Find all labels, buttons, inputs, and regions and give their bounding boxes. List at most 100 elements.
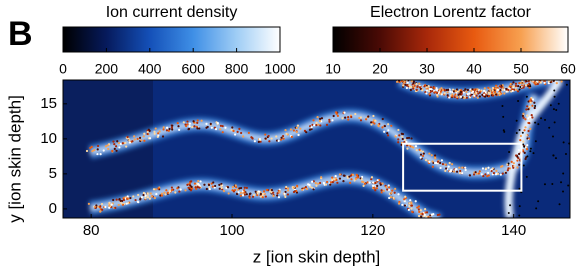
particle — [530, 113, 533, 117]
particle — [108, 206, 111, 209]
particle — [522, 164, 525, 167]
particle — [331, 181, 334, 184]
particle — [436, 94, 439, 97]
particle — [448, 170, 452, 173]
particle — [527, 85, 530, 88]
particle — [545, 77, 547, 79]
particle — [380, 189, 383, 192]
particle — [284, 129, 287, 132]
particle — [140, 196, 144, 199]
particle — [409, 199, 412, 202]
particle — [198, 127, 201, 130]
colorbar — [332, 26, 569, 53]
particle — [430, 154, 433, 157]
particle — [179, 188, 182, 191]
x-tick-label: 140 — [501, 222, 526, 239]
particle — [353, 179, 356, 182]
particle — [400, 80, 404, 83]
particle — [553, 89, 556, 92]
particle — [526, 155, 529, 158]
particle — [118, 197, 121, 201]
particle — [410, 207, 413, 210]
particle — [160, 192, 164, 195]
particle — [391, 189, 394, 192]
particle — [157, 134, 160, 137]
particle — [196, 119, 199, 122]
particle — [190, 185, 193, 189]
particle — [214, 184, 217, 188]
particle — [515, 88, 518, 92]
particle — [547, 80, 550, 83]
particle — [420, 215, 423, 218]
particle — [477, 92, 480, 95]
particle — [191, 126, 194, 129]
particle — [526, 105, 529, 108]
particle — [119, 199, 122, 203]
particle — [387, 188, 391, 192]
particle — [456, 95, 459, 99]
particle — [387, 123, 390, 126]
particle — [414, 145, 418, 148]
particle — [310, 186, 314, 189]
particle — [562, 172, 565, 175]
particle — [487, 86, 490, 89]
particle — [188, 122, 191, 125]
particle — [451, 95, 454, 98]
particle — [401, 137, 404, 141]
particle — [231, 185, 235, 189]
particle — [315, 184, 318, 187]
particle — [470, 91, 474, 94]
particle — [519, 86, 522, 89]
particle — [401, 132, 405, 136]
particle — [417, 214, 421, 218]
particle — [237, 191, 240, 194]
particle — [541, 77, 543, 79]
particle — [419, 156, 422, 159]
particle — [484, 91, 487, 94]
particle — [560, 80, 563, 83]
particle — [196, 185, 199, 188]
particle — [165, 189, 168, 192]
particle — [547, 81, 550, 85]
particle — [143, 139, 146, 142]
particle — [154, 188, 157, 191]
particle — [112, 198, 115, 202]
particle — [308, 128, 312, 131]
particle — [315, 124, 318, 127]
particle — [316, 116, 319, 119]
particle — [441, 88, 445, 92]
particle — [435, 87, 438, 90]
particle — [91, 149, 94, 153]
particle — [436, 218, 438, 220]
particle — [397, 128, 400, 132]
particle — [458, 166, 461, 169]
x-tick-label: 120 — [360, 222, 385, 239]
particle — [242, 135, 245, 138]
particle — [317, 123, 320, 126]
particle — [153, 132, 156, 135]
particle — [150, 195, 153, 198]
particle — [368, 181, 371, 184]
particle — [528, 115, 532, 119]
particle — [87, 202, 90, 205]
particle — [477, 172, 480, 175]
particle — [516, 166, 519, 169]
particle — [372, 186, 376, 189]
particle — [473, 88, 476, 91]
colorbar-title: Ion current density — [106, 4, 238, 21]
particle — [403, 77, 405, 79]
particle — [468, 92, 471, 95]
particle — [142, 193, 145, 197]
particle — [89, 146, 92, 150]
particle — [336, 114, 339, 117]
particle — [155, 193, 158, 196]
particle — [296, 124, 300, 127]
particle — [386, 134, 390, 137]
particle — [547, 77, 549, 79]
particle — [436, 88, 439, 92]
particle — [533, 101, 536, 104]
particle — [338, 173, 342, 176]
particle — [502, 115, 505, 118]
particle — [506, 169, 509, 172]
particle — [427, 85, 430, 88]
